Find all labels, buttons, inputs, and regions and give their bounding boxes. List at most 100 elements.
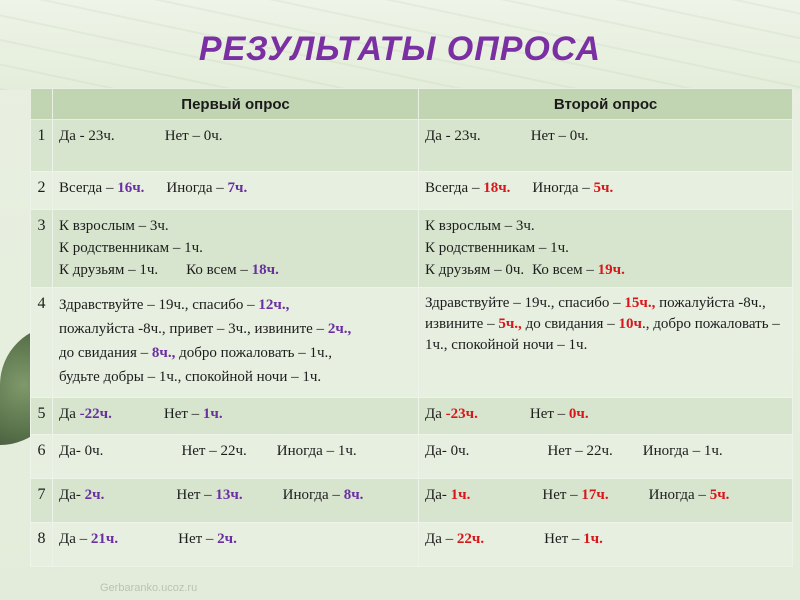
value-sometimes: 5ч. xyxy=(709,487,730,503)
value-sorry: 5ч., xyxy=(498,316,522,332)
first-survey-cell: Да- 0ч. Нет – 22ч. Иногда – 1ч. xyxy=(52,434,419,479)
value-goodbye: 10ч xyxy=(618,316,642,332)
label-no: Нет – xyxy=(176,487,216,503)
table-row: 1 Да - 23ч. Нет – 0ч. Да - 23ч. Нет – 0ч. xyxy=(30,119,793,172)
line-friends-all: К друзьям – 0ч. Ко всем – 19ч. xyxy=(425,259,786,281)
row-number: 8 xyxy=(30,522,53,567)
greetings-line-4: будьте добры – 1ч., спокойной ночи – 1ч. xyxy=(59,369,322,385)
label-sometimes: Иногда – xyxy=(282,487,344,503)
label-no: Нет – xyxy=(529,406,569,422)
answer-sometimes: Иногда – 1ч. xyxy=(642,443,723,459)
table-row: 7 Да- 2ч. Нет – 13ч. Иногда – 8ч. Да- 1ч. Н… xyxy=(30,478,793,523)
row-number: 1 xyxy=(30,119,53,172)
first-survey-cell: Да -22ч. Нет – 1ч. xyxy=(52,397,419,435)
line-friends-all: К друзьям – 1ч. Ко всем – 18ч. xyxy=(59,259,412,281)
value-thanks: 12ч., xyxy=(258,297,290,313)
header-second-survey: Второй опрос xyxy=(418,88,793,120)
second-survey-cell: Да- 0ч. Нет – 22ч. Иногда – 1ч. xyxy=(418,434,793,479)
value-no: 2ч. xyxy=(217,531,237,547)
second-survey-cell: Да - 23ч. Нет – 0ч. xyxy=(418,119,793,172)
row-number: 2 xyxy=(30,171,53,210)
line-adults: К взрослым – 3ч. xyxy=(425,218,535,234)
label-no: Нет – xyxy=(544,531,584,547)
answer-yes: Да- 0ч. xyxy=(425,443,470,459)
greetings-text: до свидания – xyxy=(59,345,152,361)
value-yes: 21ч. xyxy=(90,531,119,547)
greetings-text: пожалуйста -8ч., привет – 3ч., извините … xyxy=(59,321,328,337)
table-row: 8 Да – 21ч. Нет – 2ч. Да – 22ч. Нет – 1ч. xyxy=(30,522,793,567)
line-adults: К взрослым – 3ч. xyxy=(59,218,169,234)
line-relatives: К родственникам – 1ч. xyxy=(425,240,569,256)
label-no: Нет – xyxy=(178,531,218,547)
value-no: 1ч. xyxy=(202,406,223,422)
first-survey-cell: Здравствуйте – 19ч., спасибо – 12ч., пож… xyxy=(52,287,419,398)
label-yes: Да xyxy=(59,406,80,422)
greetings-text: Здравствуйте – 19ч., спасибо – xyxy=(59,297,259,313)
greetings-line-2: пожалуйста -8ч., привет – 3ч., извините … xyxy=(59,317,412,341)
greetings-text: пожалуйста -8ч., извините – xyxy=(425,295,766,332)
answer-yes: Да- 0ч. xyxy=(59,443,104,459)
greetings-text: ., добро пожаловать – 1ч., спокойной ноч… xyxy=(425,316,780,353)
second-survey-cell: Да- 1ч. Нет – 17ч. Иногда – 5ч. xyxy=(418,478,793,523)
value-sometimes: 7ч. xyxy=(227,180,248,196)
answer-sometimes: Иногда – 1ч. xyxy=(276,443,357,459)
second-survey-cell: К взрослым – 3ч. К родственникам – 1ч. К… xyxy=(418,209,793,288)
table-row: 4 Здравствуйте – 19ч., спасибо – 12ч., п… xyxy=(30,287,793,398)
answer-no: Нет – 0ч. xyxy=(164,128,223,144)
answer-yes: Да - 23ч. xyxy=(59,128,115,144)
greetings-line-3: до свидания – 8ч., добро пожаловать – 1ч… xyxy=(59,341,412,365)
value-all: 18ч. xyxy=(251,262,279,278)
value-sometimes: 8ч. xyxy=(343,487,364,503)
label-sometimes: Иногда – xyxy=(648,487,710,503)
first-survey-cell: Да- 2ч. Нет – 13ч. Иногда – 8ч. xyxy=(52,478,419,523)
label-yes: Да – xyxy=(59,531,91,547)
value-no: 1ч. xyxy=(583,531,603,547)
second-survey-cell: Да – 22ч. Нет – 1ч. xyxy=(418,522,793,567)
label-no: Нет – xyxy=(163,406,203,422)
value-all: 19ч. xyxy=(597,262,625,278)
answer-no: Нет – 22ч. xyxy=(547,443,613,459)
table-row: 6 Да- 0ч. Нет – 22ч. Иногда – 1ч. Да- 0ч. Н… xyxy=(30,434,793,479)
value-goodbye: 8ч., xyxy=(151,345,176,361)
answer-no: Нет – 22ч. xyxy=(181,443,247,459)
greetings-text: добро пожаловать – 1ч., xyxy=(175,345,333,361)
row-number: 6 xyxy=(30,434,53,479)
label-no: Нет – xyxy=(542,487,582,503)
answer-no: Нет – 0ч. xyxy=(530,128,589,144)
row-number: 4 xyxy=(30,287,53,398)
value-yes: 2ч. xyxy=(84,487,105,503)
value-yes: 22ч. xyxy=(456,531,485,547)
value-sometimes: 5ч. xyxy=(593,180,614,196)
row-number: 7 xyxy=(30,478,53,523)
table-row: 2 Всегда – 16ч. Иногда – 7ч. Всегда – 18ч… xyxy=(30,171,793,210)
value-yes: -23ч. xyxy=(445,406,478,422)
label-all: Ко всем – xyxy=(532,262,598,278)
decorative-background xyxy=(0,0,800,90)
row-number: 5 xyxy=(30,397,53,435)
label-yes: Да – xyxy=(425,531,457,547)
label-yes: Да- xyxy=(59,487,85,503)
label-sometimes: Иногда – xyxy=(532,180,594,196)
page-title: РЕЗУЛЬТАТЫ ОПРОСА xyxy=(198,30,602,68)
label-always: Всегда – xyxy=(59,180,118,196)
table-header-row: Первый опрос Второй опрос xyxy=(30,88,793,120)
line-friends: К друзьям – 0ч. xyxy=(425,262,525,278)
value-no: 0ч. xyxy=(568,406,589,422)
value-always: 18ч. xyxy=(483,180,511,196)
survey-results-table: Первый опрос Второй опрос 1 Да - 23ч. Нет… xyxy=(30,88,793,567)
value-yes: -22ч. xyxy=(79,406,112,422)
answer-yes: Да - 23ч. xyxy=(425,128,481,144)
label-all: Ко всем – xyxy=(186,262,252,278)
greetings-text: до свидания – xyxy=(521,316,619,332)
first-survey-cell: К взрослым – 3ч. К родственникам – 1ч. К… xyxy=(52,209,419,288)
value-sorry: 2ч., xyxy=(327,321,352,337)
label-sometimes: Иногда – xyxy=(166,180,228,196)
label-yes: Да xyxy=(425,406,446,422)
label-always: Всегда – xyxy=(425,180,484,196)
greetings-line-1: Здравствуйте – 19ч., спасибо – 12ч., xyxy=(59,293,412,317)
table-row: 3 К взрослым – 3ч. К родственникам – 1ч.… xyxy=(30,209,793,288)
greetings-text: Здравствуйте – 19ч., спасибо – xyxy=(425,295,625,311)
line-relatives: К родственникам – 1ч. xyxy=(59,240,203,256)
value-always: 16ч. xyxy=(117,180,145,196)
first-survey-cell: Да - 23ч. Нет – 0ч. xyxy=(52,119,419,172)
